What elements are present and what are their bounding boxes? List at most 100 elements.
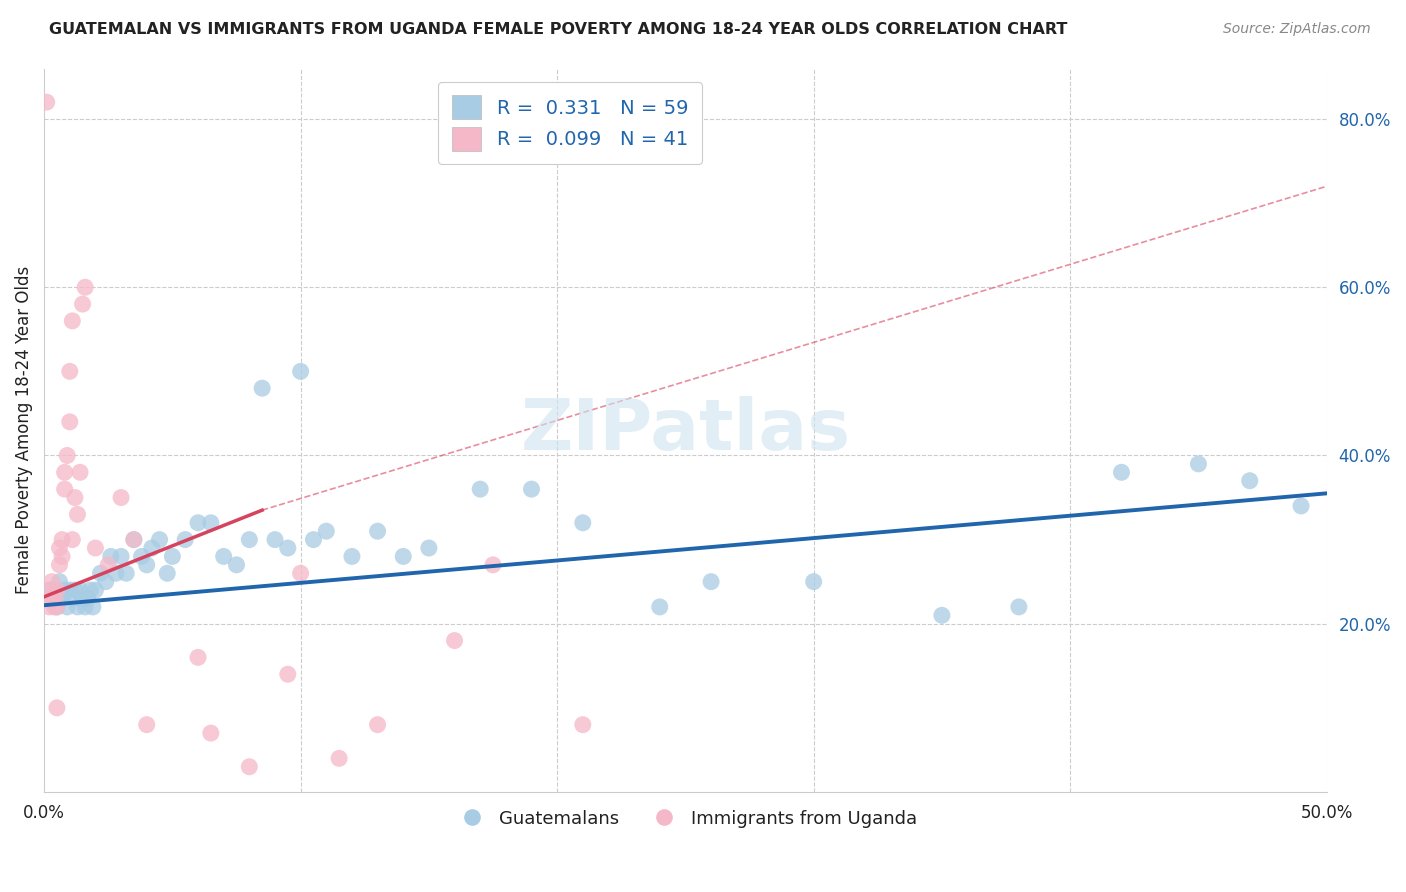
Point <box>572 516 595 530</box>
Point <box>200 516 222 530</box>
Point <box>315 524 337 539</box>
Point <box>100 549 122 564</box>
Point <box>328 751 350 765</box>
Point <box>94 574 117 589</box>
Point <box>238 760 260 774</box>
Text: GUATEMALAN VS IMMIGRANTS FROM UGANDA FEMALE POVERTY AMONG 18-24 YEAR OLDS CORREL: GUATEMALAN VS IMMIGRANTS FROM UGANDA FEM… <box>49 22 1067 37</box>
Point <box>56 599 79 614</box>
Point <box>63 583 86 598</box>
Point <box>302 533 325 547</box>
Point <box>135 558 157 572</box>
Point <box>35 95 58 110</box>
Point <box>104 566 127 581</box>
Point <box>122 533 145 547</box>
Point <box>45 599 67 614</box>
Point <box>51 591 73 606</box>
Point <box>648 599 671 614</box>
Point <box>69 583 91 598</box>
Point <box>290 566 312 581</box>
Point <box>59 364 82 378</box>
Point <box>48 558 70 572</box>
Text: ZIPatlas: ZIPatlas <box>520 396 851 465</box>
Point <box>53 482 76 496</box>
Point <box>277 541 299 555</box>
Point <box>418 541 440 555</box>
Point <box>66 599 89 614</box>
Point <box>60 591 83 606</box>
Point <box>110 491 132 505</box>
Point <box>72 297 94 311</box>
Point <box>56 449 79 463</box>
Point <box>63 491 86 505</box>
Point <box>75 280 97 294</box>
Point <box>212 549 235 564</box>
Point <box>264 533 287 547</box>
Point <box>45 583 67 598</box>
Point <box>48 541 70 555</box>
Point <box>187 516 209 530</box>
Point <box>82 599 104 614</box>
Point <box>1289 499 1312 513</box>
Point <box>156 566 179 581</box>
Point <box>1239 474 1261 488</box>
Point <box>122 533 145 547</box>
Point <box>162 549 184 564</box>
Point <box>97 558 120 572</box>
Point <box>367 524 389 539</box>
Point <box>931 608 953 623</box>
Point <box>84 541 107 555</box>
Point <box>200 726 222 740</box>
Point <box>59 415 82 429</box>
Y-axis label: Female Poverty Among 18-24 Year Olds: Female Poverty Among 18-24 Year Olds <box>15 266 32 594</box>
Point <box>60 533 83 547</box>
Point <box>392 549 415 564</box>
Point <box>174 533 197 547</box>
Point <box>277 667 299 681</box>
Point <box>51 549 73 564</box>
Point <box>51 533 73 547</box>
Point <box>72 591 94 606</box>
Point <box>41 591 63 606</box>
Point <box>1111 465 1133 479</box>
Point <box>520 482 543 496</box>
Point <box>38 599 60 614</box>
Legend: Guatemalans, Immigrants from Uganda: Guatemalans, Immigrants from Uganda <box>446 803 924 835</box>
Point <box>38 583 60 598</box>
Point <box>45 701 67 715</box>
Point <box>443 633 465 648</box>
Point <box>340 549 363 564</box>
Point <box>225 558 247 572</box>
Point <box>59 583 82 598</box>
Point <box>44 591 66 606</box>
Point <box>41 574 63 589</box>
Text: Source: ZipAtlas.com: Source: ZipAtlas.com <box>1223 22 1371 37</box>
Point <box>75 599 97 614</box>
Point <box>141 541 163 555</box>
Point <box>76 591 98 606</box>
Point <box>803 574 825 589</box>
Point <box>367 717 389 731</box>
Point <box>44 599 66 614</box>
Point <box>135 717 157 731</box>
Point <box>115 566 138 581</box>
Point <box>131 549 153 564</box>
Point <box>53 583 76 598</box>
Point <box>44 591 66 606</box>
Point <box>110 549 132 564</box>
Point <box>238 533 260 547</box>
Point <box>48 574 70 589</box>
Point <box>290 364 312 378</box>
Point <box>700 574 723 589</box>
Point <box>53 465 76 479</box>
Point <box>572 717 595 731</box>
Point <box>60 314 83 328</box>
Point <box>148 533 170 547</box>
Point <box>66 508 89 522</box>
Point <box>250 381 273 395</box>
Point <box>69 465 91 479</box>
Point <box>90 566 112 581</box>
Point <box>470 482 492 496</box>
Point <box>45 599 67 614</box>
Point <box>1187 457 1209 471</box>
Point <box>1008 599 1031 614</box>
